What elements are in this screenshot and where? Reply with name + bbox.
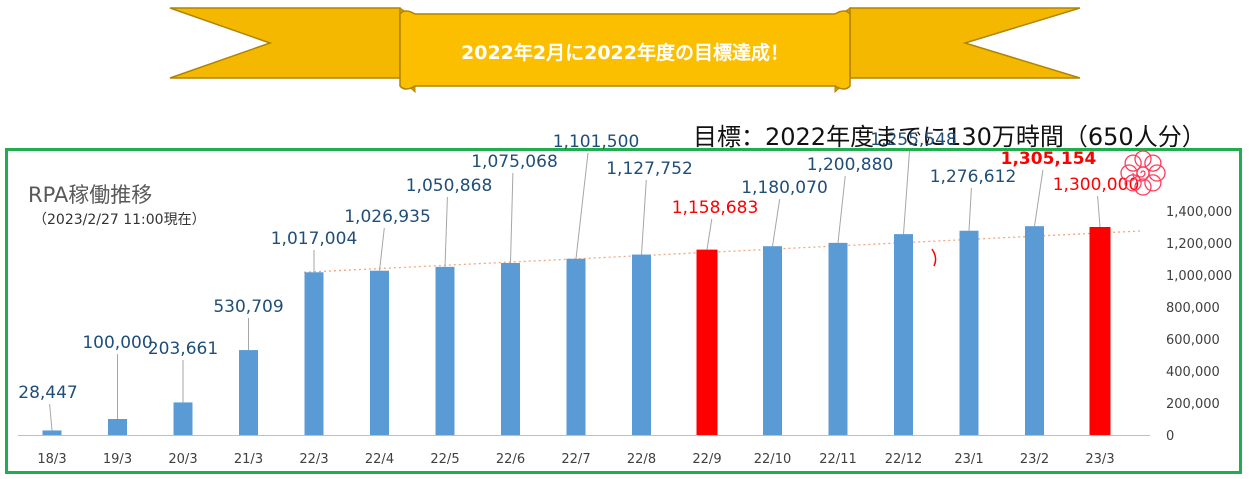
x-tick-label: 19/3 — [103, 452, 132, 467]
data-label: 530,709 — [213, 297, 283, 317]
x-tick-label: 22/11 — [819, 452, 856, 467]
banner-left-tail — [169, 7, 401, 79]
bar — [763, 246, 782, 435]
y-tick-label: 0 — [1166, 429, 1174, 444]
bar — [894, 234, 913, 435]
x-tick-label: 22/6 — [496, 452, 525, 467]
banner-text: 2022年2月に2022年度の目標達成！ — [461, 41, 789, 64]
x-tick-label: 22/12 — [885, 452, 922, 467]
x-tick-label: 22/7 — [561, 452, 590, 467]
label-leader — [379, 227, 385, 271]
x-tick-label: 22/10 — [754, 452, 791, 467]
chart-title: RPA稼働推移 — [28, 183, 153, 207]
bar — [696, 249, 718, 435]
label-leader — [837, 175, 846, 243]
data-label: 1,050,868 — [406, 176, 493, 196]
trend-line — [303, 230, 1141, 273]
label-leader — [575, 152, 589, 259]
bar — [566, 258, 586, 435]
y-tick-label: 800,000 — [1166, 301, 1220, 316]
data-label: 1,180,070 — [741, 178, 828, 198]
bar — [42, 430, 62, 435]
data-label: 28,447 — [18, 383, 77, 403]
x-tick-label: 22/5 — [430, 452, 459, 467]
bar — [1089, 227, 1111, 435]
x-tick-label: 18/3 — [37, 452, 66, 467]
chart-frame — [5, 148, 1242, 474]
x-tick-label: 20/3 — [168, 452, 197, 467]
flower-petal — [1148, 164, 1166, 182]
y-tick-label: 200,000 — [1166, 397, 1220, 412]
x-tick-label: 23/1 — [954, 452, 983, 467]
x-tick-label: 21/3 — [234, 452, 263, 467]
label-leader — [903, 150, 910, 235]
label-leader — [641, 179, 647, 255]
data-label: 1,300,000 — [1053, 175, 1140, 195]
x-tick-label: 22/4 — [365, 452, 394, 467]
data-label: 1,158,683 — [672, 198, 759, 218]
data-label: 1,101,500 — [553, 132, 640, 152]
flower-petal — [1134, 150, 1152, 168]
bar — [1025, 226, 1044, 435]
bar — [501, 262, 520, 435]
data-label: 1,127,752 — [606, 159, 693, 179]
y-tick-label: 1,400,000 — [1166, 205, 1232, 220]
data-label: 100,000 — [82, 333, 152, 353]
goal-banner: 2022年2月に2022年度の目標達成！ — [169, 7, 1081, 94]
bar — [370, 270, 389, 435]
flower-doodle-icon — [1120, 150, 1166, 196]
y-tick-label: 1,000,000 — [1166, 269, 1232, 284]
bar — [632, 254, 651, 435]
label-leader — [968, 187, 972, 231]
flower-petal — [1134, 178, 1152, 196]
y-tick-label: 400,000 — [1166, 365, 1220, 380]
flower-petal — [1144, 174, 1162, 192]
y-tick-label: 600,000 — [1166, 333, 1220, 348]
data-label: 1,200,880 — [807, 155, 894, 175]
bar — [959, 230, 979, 435]
label-leader — [510, 172, 514, 264]
label-leader — [772, 198, 781, 247]
chart-subtitle: （2023/2/27 11:00現在） — [33, 212, 206, 228]
data-label: 1,255,548 — [870, 130, 957, 150]
bar — [239, 350, 258, 435]
pen-mark — [931, 248, 937, 267]
data-label: 1,276,612 — [930, 167, 1017, 187]
data-label: 1,305,154 — [1001, 149, 1097, 169]
banner-right-tail — [849, 7, 1081, 79]
label-leader — [49, 403, 53, 431]
data-label: 203,661 — [148, 339, 218, 359]
x-tick-label: 23/3 — [1085, 452, 1114, 467]
flower-spiral — [1132, 166, 1150, 182]
y-tick-label: 1,200,000 — [1166, 237, 1232, 252]
label-leader — [444, 196, 448, 267]
banner-body — [399, 10, 851, 90]
data-label: 1,075,068 — [471, 152, 558, 172]
flower-petal — [1124, 154, 1142, 172]
label-leader — [1097, 195, 1101, 228]
label-leader — [706, 218, 713, 250]
x-tick-label: 22/3 — [299, 452, 328, 467]
goal-text: 目標：2022年度までに130万時間（650人分） — [693, 123, 1206, 151]
bar — [173, 402, 193, 435]
x-tick-label: 22/8 — [627, 452, 656, 467]
flower-petal — [1144, 154, 1162, 172]
bar — [828, 242, 848, 435]
data-label: 1,026,935 — [344, 207, 431, 227]
bar — [304, 272, 324, 435]
label-leader — [1034, 169, 1044, 227]
x-tick-label: 22/9 — [692, 452, 721, 467]
data-label: 1,017,004 — [271, 229, 358, 249]
bar — [435, 266, 455, 435]
bar — [108, 419, 127, 435]
x-tick-label: 23/2 — [1020, 452, 1049, 467]
